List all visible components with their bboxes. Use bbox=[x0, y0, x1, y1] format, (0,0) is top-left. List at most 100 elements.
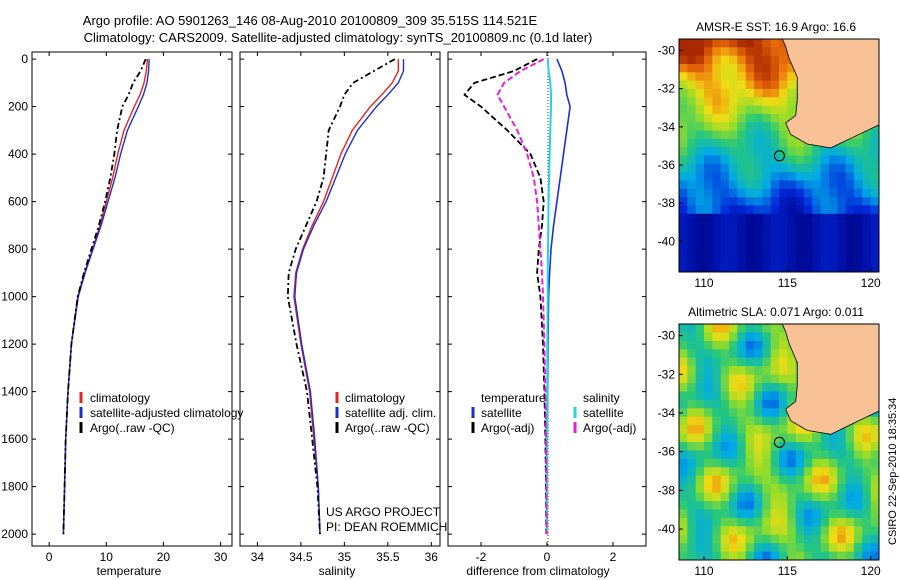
map-cell bbox=[729, 47, 738, 57]
map-cell bbox=[687, 188, 697, 198]
map-cell bbox=[779, 517, 788, 527]
map-cell bbox=[820, 230, 830, 240]
map-cell bbox=[679, 332, 688, 342]
map-cell bbox=[737, 72, 747, 82]
map-cell bbox=[804, 188, 813, 198]
map-cell bbox=[770, 442, 780, 451]
map-cell bbox=[820, 263, 830, 272]
map-cell bbox=[745, 551, 755, 560]
map-cell bbox=[829, 534, 838, 544]
map-cell bbox=[870, 188, 879, 198]
map-y-tick-label: -32 bbox=[658, 367, 676, 381]
map-cell bbox=[829, 230, 838, 240]
map-cell bbox=[712, 113, 722, 123]
map-cell bbox=[679, 383, 688, 392]
map-cell bbox=[687, 39, 697, 48]
map-cell bbox=[679, 357, 688, 367]
map-cell bbox=[745, 425, 755, 435]
map-cell bbox=[729, 80, 738, 90]
map-cell bbox=[820, 197, 830, 206]
map-cell bbox=[704, 263, 713, 272]
map-cell bbox=[712, 39, 722, 48]
map-cell bbox=[829, 467, 838, 477]
map-cell bbox=[812, 467, 822, 477]
map-cell bbox=[720, 433, 730, 443]
map-cell bbox=[762, 205, 772, 215]
map-cell bbox=[837, 172, 847, 181]
map-cell bbox=[737, 349, 747, 359]
map-cell bbox=[812, 526, 822, 536]
series-line-argo-raw-qc- bbox=[286, 58, 396, 535]
map-cell bbox=[779, 433, 788, 443]
map-cell bbox=[704, 55, 713, 65]
map-cell bbox=[679, 534, 688, 544]
map-cell bbox=[745, 97, 755, 107]
map-cell bbox=[762, 105, 772, 115]
map-cell bbox=[695, 205, 705, 215]
map-cell bbox=[679, 492, 688, 502]
map-cell bbox=[845, 484, 855, 494]
map-cell bbox=[687, 416, 697, 426]
map-cell bbox=[704, 458, 713, 468]
map-cell bbox=[745, 205, 755, 215]
map-cell bbox=[729, 374, 738, 384]
map-cell bbox=[795, 458, 805, 468]
map-cell bbox=[754, 391, 763, 401]
map-cell bbox=[687, 534, 697, 544]
map-cell bbox=[820, 492, 830, 502]
map-cell bbox=[820, 205, 830, 215]
map-cell bbox=[779, 374, 788, 384]
map-cell bbox=[704, 80, 713, 90]
map-cell bbox=[787, 255, 797, 265]
map-cell bbox=[779, 450, 788, 460]
map-cell bbox=[679, 467, 688, 477]
map-cell bbox=[837, 517, 847, 527]
map-cell bbox=[720, 64, 730, 73]
map-cell bbox=[837, 425, 847, 435]
map-cell bbox=[712, 47, 722, 57]
map-cell bbox=[729, 230, 738, 240]
map-cell bbox=[720, 88, 730, 98]
map-cell bbox=[712, 458, 722, 468]
map-cell bbox=[779, 147, 788, 157]
map-cell bbox=[704, 255, 713, 265]
map-cell bbox=[845, 492, 855, 502]
map-cell bbox=[729, 97, 738, 107]
map-cell bbox=[870, 263, 879, 272]
map-y-tick-label: -40 bbox=[658, 234, 676, 248]
map-cell bbox=[687, 64, 697, 73]
map-cell bbox=[787, 138, 797, 148]
map-cell bbox=[754, 72, 763, 82]
map-cell bbox=[754, 467, 763, 477]
map-cell bbox=[770, 122, 780, 132]
map-cell bbox=[770, 492, 780, 502]
map-cell bbox=[754, 340, 763, 350]
map-cell bbox=[795, 484, 805, 494]
map-cell bbox=[854, 433, 863, 443]
map-cell bbox=[754, 484, 763, 494]
map-cell bbox=[762, 97, 772, 107]
map-cell bbox=[870, 526, 879, 536]
map-cell bbox=[812, 509, 822, 519]
map-cell bbox=[704, 509, 713, 519]
map-cell bbox=[687, 72, 697, 82]
map-cell bbox=[745, 80, 755, 90]
map-cell bbox=[770, 205, 780, 215]
map-cell bbox=[845, 155, 855, 165]
map-cell bbox=[862, 222, 872, 231]
map-cell bbox=[812, 155, 822, 165]
map-cell bbox=[720, 374, 730, 384]
sla-map-title: Altimetric SLA: 0.071 Argo: 0.011 bbox=[688, 305, 864, 319]
map-cell bbox=[745, 458, 755, 468]
map-cell bbox=[695, 213, 705, 223]
x-tick-label: 10 bbox=[100, 550, 114, 564]
map-cell bbox=[712, 517, 722, 527]
map-cell bbox=[787, 197, 797, 206]
map-cell bbox=[829, 172, 838, 181]
map-cell bbox=[754, 543, 763, 553]
map-cell bbox=[845, 526, 855, 536]
map-cell bbox=[779, 205, 788, 215]
map-cell bbox=[762, 163, 772, 173]
map-cell bbox=[854, 509, 863, 519]
map-cell bbox=[770, 147, 780, 157]
